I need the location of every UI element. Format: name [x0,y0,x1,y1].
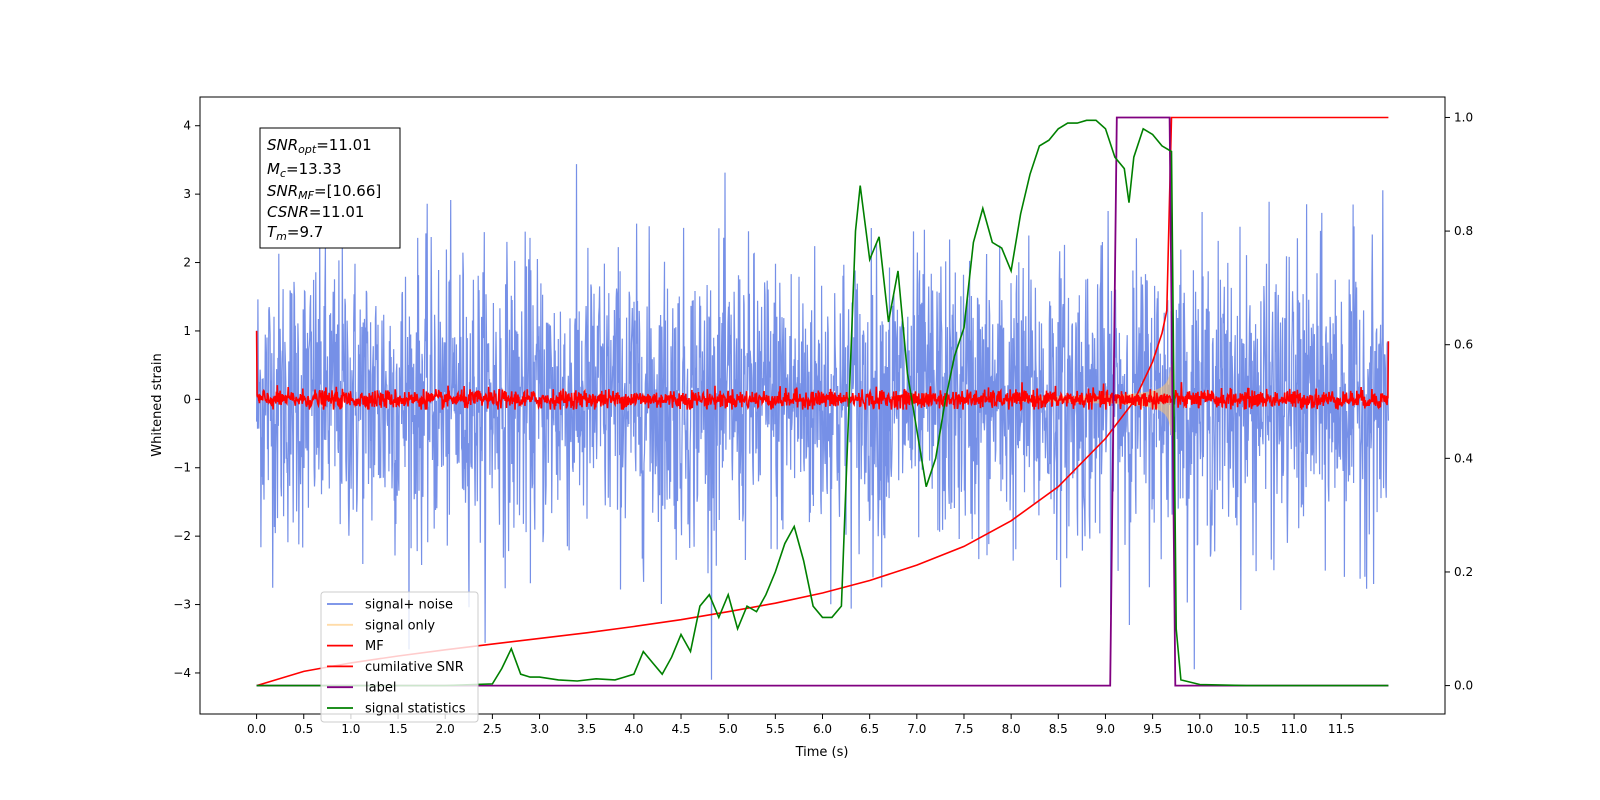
x-tick-label-17: 8.5 [1049,722,1068,736]
series-signal-statistics [256,119,1389,687]
y2-tick-label-5: 1.0 [1454,110,1473,124]
y-tick-label-7: 3 [183,187,191,201]
info-mc: Mc=13.33 [267,160,342,180]
y-tick-label-6: 2 [183,256,191,270]
info-snr-mf: SNRMF=[10.66] [267,182,381,202]
y2-tick-label-3: 0.6 [1454,338,1473,352]
x-tick-label-16: 8.0 [1002,722,1021,736]
x-tick-label-15: 7.5 [954,722,973,736]
x-tick-label-23: 11.5 [1328,722,1355,736]
legend-label-signal-statistics: signal statistics [365,702,466,717]
x-tick-label-13: 6.5 [860,722,879,736]
legend-label-cumulative-snr: cumilative SNR [365,660,464,675]
info-csnr: CSNR=11.01 [267,203,364,221]
legend-frame [320,591,479,723]
y2-tick-label-2: 0.4 [1454,451,1473,465]
legend: signal+ noise signal only MF cumilative SNR… [320,591,479,723]
legend-label-mf: MF [365,639,384,654]
legend-label-signal-only: signal only [365,618,435,633]
x-tick-label-7: 3.5 [577,722,596,736]
y-tick-label-5: 1 [183,324,191,338]
info-box-frame [259,127,401,249]
info-box: SNRopt=11.01 Mc=13.33 SNRMF=[10.66] CSNR… [259,127,401,249]
y-tick-label-3: −1 [173,461,191,475]
series-signal-noise [256,164,1389,680]
x-tick-label-4: 2.0 [436,722,455,736]
y-tick-label-4: 0 [183,392,191,406]
x-tick-label-5: 2.5 [483,722,502,736]
x-tick-label-11: 5.5 [766,722,785,736]
info-snr-opt: SNRopt=11.01 [267,136,372,156]
x-tick-label-3: 1.5 [389,722,408,736]
series-label [256,116,1389,687]
x-tick-label-9: 4.5 [671,722,690,736]
y-tick-label-8: 4 [183,119,191,133]
x-tick-label-12: 6.0 [813,722,832,736]
info-tm: Tm=9.7 [267,223,323,243]
x-tick-label-14: 7.0 [907,722,926,736]
y2-tick-label-0: 0.0 [1454,679,1473,693]
series-mf [255,330,1390,412]
x-tick-label-10: 5.0 [719,722,738,736]
x-tick-label-19: 9.5 [1143,722,1162,736]
x-tick-label-1: 0.5 [294,722,313,736]
y-axis-label: Whitened strain [150,353,165,456]
legend-label-signal-noise: signal+ noise [365,598,453,613]
x-axis-label: Time (s) [795,745,849,760]
y-tick-label-1: −3 [173,598,191,612]
y-tick-label-0: −4 [173,666,191,680]
x-tick-label-18: 9.0 [1096,722,1115,736]
x-tick-label-21: 10.5 [1234,722,1261,736]
x-tick-label-2: 1.0 [341,722,360,736]
x-tick-label-6: 3.0 [530,722,549,736]
y-tick-label-2: −2 [173,529,191,543]
x-tick-label-0: 0.0 [247,722,266,736]
y2-tick-label-1: 0.2 [1454,565,1473,579]
x-tick-label-20: 10.0 [1186,722,1213,736]
legend-label-label: label [365,681,396,696]
x-tick-label-22: 11.0 [1281,722,1308,736]
y2-tick-label-4: 0.8 [1454,224,1473,238]
axes-layer: 0.0 0.5 1.0 1.5 2.0 2.5 3.0 3.5 4.0 4.5 5.0 5.5 6.0 6… [173,110,1473,736]
x-tick-label-8: 4.0 [624,722,643,736]
